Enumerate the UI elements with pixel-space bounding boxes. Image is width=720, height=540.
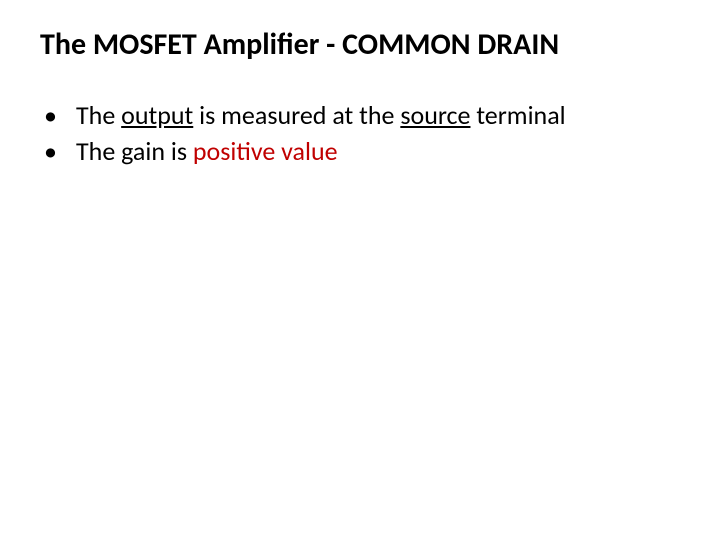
text-segment: positive value [193,135,338,167]
text-segment: terminal [470,99,565,131]
bullet-dot: • [40,99,76,132]
slide-title: The MOSFET Amplifier - COMMON DRAIN [40,28,680,63]
text-segment: output [121,99,193,131]
slide: The MOSFET Amplifier - COMMON DRAIN •The… [0,0,720,540]
list-item: •The gain is positive value [40,135,680,168]
bullet-text: The gain is positive value [76,135,680,168]
bullet-dot: • [40,135,76,168]
text-segment: The gain is [76,135,193,167]
bullet-list: •The output is measured at the source te… [40,99,680,168]
text-segment: source [400,99,470,131]
list-item: •The output is measured at the source te… [40,99,680,132]
text-segment: is measured at the [193,99,400,131]
bullet-text: The output is measured at the source ter… [76,99,680,132]
text-segment: The [76,99,121,131]
